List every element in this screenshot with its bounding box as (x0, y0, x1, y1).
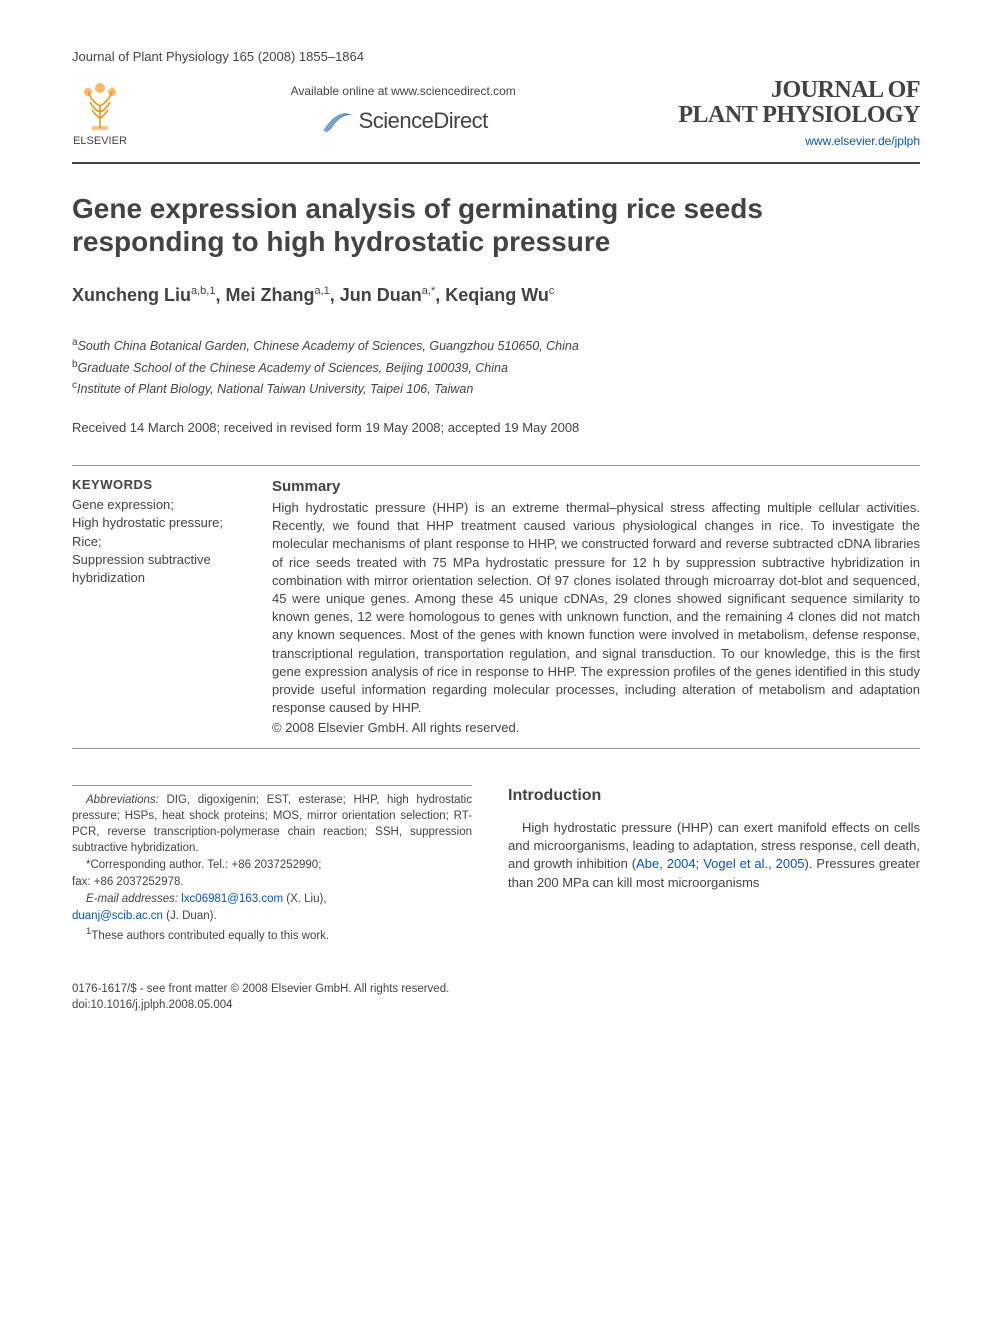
email-footnote: E-mail addresses: lxc06981@163.com (X. L… (72, 891, 472, 907)
affiliations-list: aSouth China Botanical Garden, Chinese A… (72, 336, 920, 399)
article-title: Gene expression analysis of germinating … (72, 192, 920, 259)
email-footnote-2: duanj@scib.ac.cn (J. Duan). (72, 908, 472, 924)
fax-footnote: fax: +86 2037252978. (72, 874, 472, 890)
summary-box: Summary High hydrostatic pressure (HHP) … (272, 476, 920, 737)
abstract-bottom-rule (72, 748, 920, 749)
citation-link-2[interactable]: Vogel et al., 2005 (703, 856, 804, 871)
equal-contribution-footnote: 1These authors contributed equally to th… (72, 925, 472, 944)
journal-url[interactable]: www.elsevier.de/jplph (678, 133, 920, 150)
email-link-2[interactable]: duanj@scib.ac.cn (72, 910, 163, 922)
keywords-list: Gene expression; High hydrostatic pressu… (72, 496, 244, 587)
sciencedirect-swoosh-icon (319, 103, 355, 139)
sciencedirect-block: Available online at www.sciencedirect.co… (128, 83, 678, 145)
publisher-banner: ELSEVIER Available online at www.science… (72, 78, 920, 149)
lower-columns: Abbreviations: DIG, digoxigenin; EST, es… (72, 785, 920, 946)
footnotes-block: Abbreviations: DIG, digoxigenin; EST, es… (72, 785, 472, 946)
sciencedirect-logo: ScienceDirect (319, 103, 488, 139)
email-link-1[interactable]: lxc06981@163.com (181, 893, 283, 905)
elsevier-logo: ELSEVIER (72, 78, 128, 149)
banner-rule (72, 162, 920, 164)
abstract-section: KEYWORDS Gene expression; High hydrostat… (72, 476, 920, 737)
elsevier-tree-icon (72, 78, 128, 134)
journal-title-block: JOURNAL OF PLANT PHYSIOLOGY www.elsevier… (678, 78, 920, 149)
keywords-heading: KEYWORDS (72, 476, 244, 494)
summary-text: High hydrostatic pressure (HHP) is an ex… (272, 499, 920, 717)
introduction-heading: Introduction (508, 785, 920, 807)
introduction-column: Introduction High hydrostatic pressure (… (508, 785, 920, 946)
introduction-text: High hydrostatic pressure (HHP) can exer… (508, 819, 920, 892)
abbreviations-footnote: Abbreviations: DIG, digoxigenin; EST, es… (72, 792, 472, 856)
summary-heading: Summary (272, 476, 920, 497)
page-header: Journal of Plant Physiology 165 (2008) 1… (72, 48, 920, 66)
page-footer: 0176-1617/$ - see front matter © 2008 El… (72, 981, 920, 1013)
citation-link-1[interactable]: Abe, 2004 (636, 856, 696, 871)
summary-copyright: © 2008 Elsevier GmbH. All rights reserve… (272, 719, 920, 737)
journal-name: JOURNAL OF PLANT PHYSIOLOGY (678, 78, 920, 128)
available-online-text: Available online at www.sciencedirect.co… (128, 83, 678, 100)
front-matter-line: 0176-1617/$ - see front matter © 2008 El… (72, 981, 920, 997)
sciencedirect-name: ScienceDirect (359, 106, 488, 137)
authors-list: Xuncheng Liua,b,1, Mei Zhanga,1, Jun Dua… (72, 283, 920, 308)
elsevier-label: ELSEVIER (73, 134, 127, 149)
abstract-top-rule (72, 465, 920, 466)
doi-line: doi:10.1016/j.jplph.2008.05.004 (72, 997, 920, 1013)
journal-reference: Journal of Plant Physiology 165 (2008) 1… (72, 48, 364, 66)
keywords-box: KEYWORDS Gene expression; High hydrostat… (72, 476, 244, 737)
article-dates: Received 14 March 2008; received in revi… (72, 419, 920, 437)
corresponding-author-footnote: *Corresponding author. Tel.: +86 2037252… (72, 857, 472, 873)
